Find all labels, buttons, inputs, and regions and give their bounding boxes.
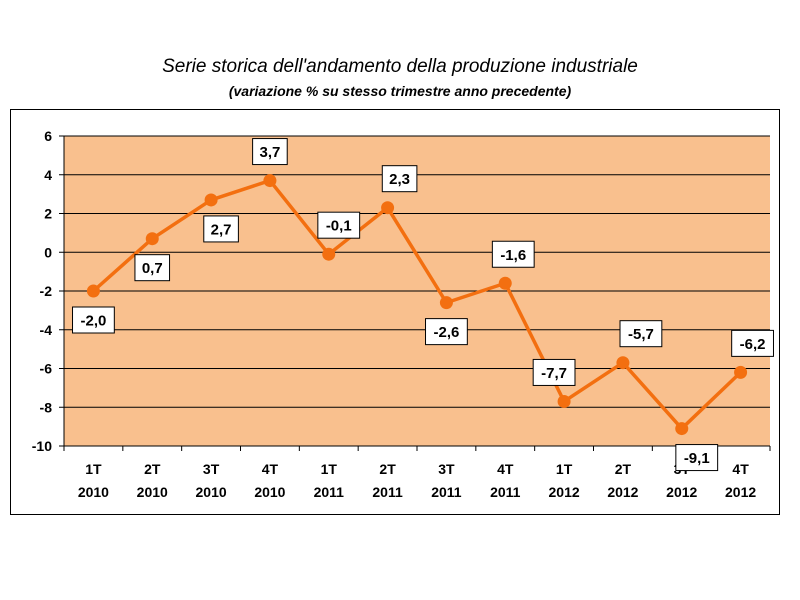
- x-tick-label-quarter: 3T: [438, 461, 455, 477]
- data-label: -6,2: [740, 336, 766, 353]
- data-point: [322, 247, 336, 261]
- data-label: 2,7: [211, 221, 232, 238]
- data-label-box: [532, 358, 576, 386]
- data-label: -2,6: [433, 324, 459, 341]
- x-tick-label-year: 2011: [372, 484, 403, 500]
- x-tick-label-year: 2010: [78, 484, 109, 500]
- x-tick-label-year: 2012: [549, 484, 580, 500]
- data-point: [86, 284, 100, 298]
- data-point: [439, 296, 453, 310]
- y-tick-label: -10: [32, 438, 52, 454]
- data-label: -2,0: [80, 313, 106, 330]
- series-line: [92, 178, 742, 431]
- data-label-box: [252, 138, 288, 166]
- data-point: [675, 422, 689, 436]
- x-tick-label-quarter: 2T: [379, 461, 396, 477]
- data-label-box: [619, 320, 663, 348]
- data-label-box: [425, 318, 468, 346]
- x-tick-label-year: 2010: [254, 484, 285, 500]
- x-tick-label-quarter: 3T: [203, 461, 220, 477]
- data-point: [734, 365, 748, 379]
- data-label-box: [381, 165, 418, 193]
- data-point: [557, 394, 571, 408]
- y-tick-label: 6: [44, 128, 52, 144]
- data-point: [381, 201, 395, 215]
- data-point: [145, 232, 159, 246]
- data-label: 2,3: [389, 171, 410, 188]
- data-label: 0,7: [142, 260, 163, 277]
- data-point: [204, 193, 218, 207]
- data-point: [616, 356, 630, 370]
- data-label: -9,1: [684, 450, 710, 467]
- y-tick-label: -6: [40, 361, 53, 377]
- x-tick-label-year: 2011: [431, 484, 462, 500]
- data-label: 3,7: [259, 144, 280, 161]
- y-tick-label: -4: [40, 322, 53, 338]
- x-tick-label-year: 2010: [196, 484, 227, 500]
- chart-frame: [10, 109, 780, 515]
- y-tick-label: 2: [44, 206, 52, 222]
- x-tick-label-quarter: 1T: [321, 461, 338, 477]
- data-label-box: [317, 211, 361, 239]
- x-tick-label-year: 2011: [314, 484, 345, 500]
- data-label-box: [134, 254, 171, 282]
- x-tick-label-quarter: 2T: [615, 461, 632, 477]
- y-tick-label: -8: [40, 399, 53, 415]
- data-label-box: [72, 306, 115, 334]
- data-label-box: [675, 444, 719, 472]
- x-tick-label-quarter: 1T: [556, 461, 573, 477]
- data-point: [263, 174, 277, 188]
- y-tick-label: -2: [40, 283, 53, 299]
- data-label-box: [203, 215, 239, 243]
- data-label: -5,7: [628, 326, 654, 343]
- x-tick-label-quarter: 4T: [497, 461, 514, 477]
- data-label: -1,6: [500, 247, 526, 264]
- x-tick-label-quarter: 4T: [262, 461, 279, 477]
- x-tick-label-year: 2012: [666, 484, 697, 500]
- chart-subtitle: (variazione % su stesso trimestre anno p…: [228, 83, 572, 99]
- x-tick-label-year: 2011: [490, 484, 521, 500]
- x-tick-label-quarter: 2T: [144, 461, 161, 477]
- y-tick-label: 4: [44, 167, 52, 183]
- data-label-box: [731, 329, 774, 357]
- data-label: -0,1: [326, 218, 352, 235]
- x-tick-label-year: 2010: [137, 484, 168, 500]
- x-tick-label-year: 2012: [725, 484, 756, 500]
- chart-title: Serie storica dell'andamento della produ…: [162, 56, 638, 77]
- x-tick-label-quarter: 1T: [85, 461, 102, 477]
- data-label-box: [491, 240, 535, 268]
- x-tick-label-quarter: 4T: [732, 461, 749, 477]
- y-tick-label: 0: [44, 244, 52, 260]
- data-label: -7,7: [541, 365, 567, 382]
- data-point: [498, 276, 512, 290]
- x-tick-label-year: 2012: [607, 484, 638, 500]
